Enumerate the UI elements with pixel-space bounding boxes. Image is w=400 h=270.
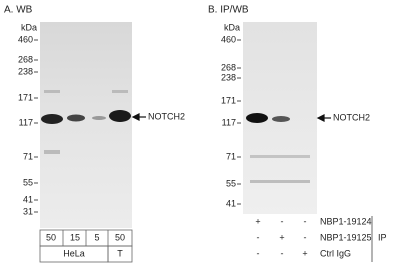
marker-label: 55 [23,177,33,187]
lane-label: 5 [94,232,99,242]
ip-label: IP [378,232,387,242]
panel-title: B. IP/WB [208,5,249,16]
band-label: NOTCH2 [333,112,370,122]
ip-sign: - [257,232,260,242]
ip-sign: + [302,248,307,258]
ip-sign: - [281,248,284,258]
marker-label: 268 [221,62,236,72]
band-label: NOTCH2 [148,111,185,121]
bands-a [41,90,131,154]
ip-row-label: NBP1-19124 [320,216,372,226]
marker-label: 117 [222,117,236,127]
marker-label: 55 [226,178,236,188]
marker-label: 460 [18,34,33,44]
marker-label: 71 [23,151,33,161]
marker-label: 171 [18,92,33,102]
group-label: HeLa [63,248,85,258]
marker-label: 171 [221,95,236,105]
blot-a [40,22,132,228]
arrows [131,113,331,122]
marker-label: 460 [221,34,236,44]
ip-sign: - [281,216,284,226]
group-label: T [117,248,123,258]
lane-label: 50 [115,232,125,242]
ip-sign: + [255,216,260,226]
marker-label: 117 [19,117,33,127]
unit-label: kDa [224,22,240,32]
marker-label: 268 [18,54,33,64]
marker-label: 238 [221,72,236,82]
marker-label: 31 [23,206,33,216]
ip-row-label: NBP1-19125 [320,232,372,242]
marker-label: 41 [23,194,33,204]
ip-sign: - [257,248,260,258]
ip-sign: + [279,232,284,242]
unit-label: kDa [21,22,37,32]
marker-label: 41 [226,198,236,208]
lane-label: 50 [46,232,56,242]
marker-label: 238 [18,66,33,76]
marker-label: 71 [226,151,236,161]
ip-sign: - [304,216,307,226]
lane-boxes [39,229,133,263]
ip-row-label: Ctrl IgG [320,248,351,258]
lane-label: 15 [70,232,80,242]
ip-sign: - [304,232,307,242]
bands-b [246,113,310,183]
panel-title: A. WB [4,5,33,16]
